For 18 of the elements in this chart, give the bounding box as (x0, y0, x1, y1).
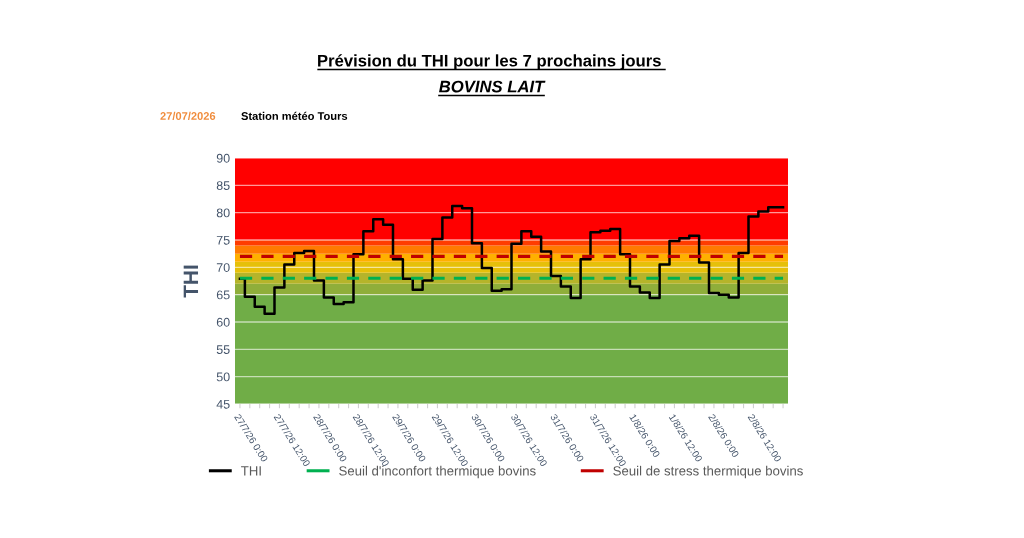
legend-label: Seuil de stress thermique bovins (613, 465, 803, 479)
y-tick-label: 55 (216, 345, 230, 354)
legend-label: THI (241, 466, 261, 476)
legend-label: Seuil d'inconfort thermique bovins (339, 465, 536, 479)
y-tick-label: 70 (216, 263, 230, 272)
chart-subtitle: BOVINS LAIT (439, 80, 546, 93)
y-tick-label: 50 (216, 372, 230, 382)
text: Station météo Tours (241, 111, 348, 120)
y-tick-label: 60 (216, 317, 230, 327)
y-tick-label: 80 (216, 208, 230, 218)
y-tick-label: 45 (216, 399, 230, 409)
chart-title: Prévision du THI pour les 7 prochains jours (318, 54, 661, 70)
y-axis-title: THI (183, 265, 199, 298)
y-tick-label: 75 (216, 235, 230, 245)
text: 27/07/2026 (160, 111, 216, 121)
y-tick-label: 85 (216, 181, 230, 190)
y-tick-label: 65 (216, 290, 230, 300)
y-tick-label: 90 (216, 153, 230, 163)
